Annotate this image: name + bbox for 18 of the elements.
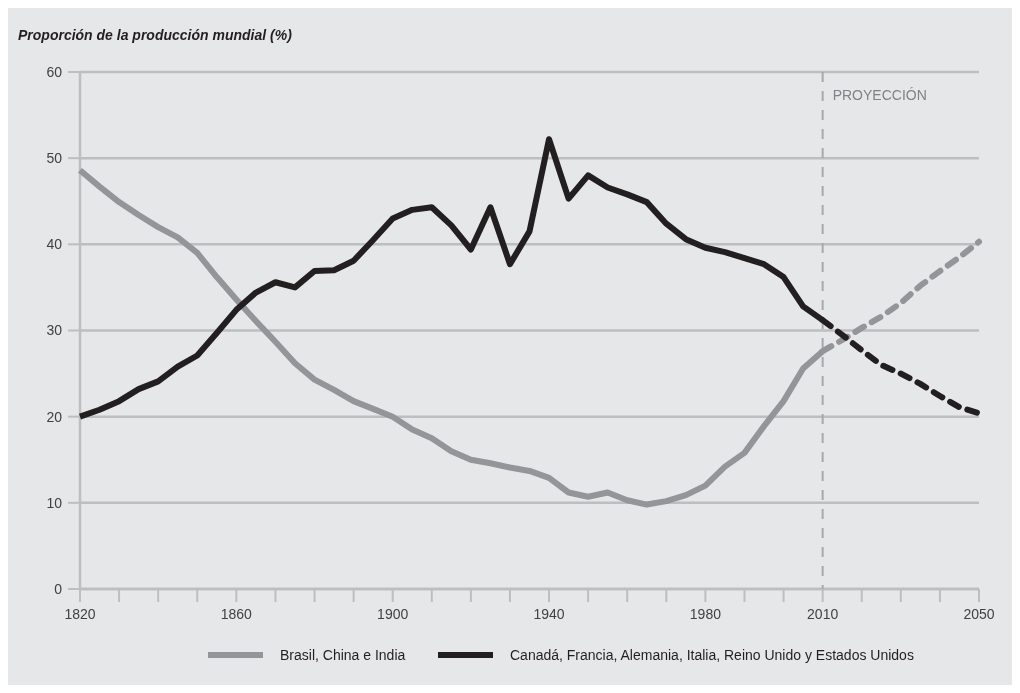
y-tick-label: 0 bbox=[54, 580, 63, 597]
y-tick-label: 20 bbox=[46, 408, 63, 425]
y-axis-title: Proporción de la producción mundial (%) bbox=[18, 27, 293, 43]
x-tick-label: 1820 bbox=[64, 606, 96, 622]
x-tick-label: 1860 bbox=[220, 606, 253, 622]
legend-label: Brasil, China e India bbox=[280, 646, 406, 663]
x-tick-label: 2010 bbox=[807, 606, 839, 622]
y-tick-label: 30 bbox=[46, 322, 63, 339]
x-tick-label: 1900 bbox=[377, 606, 409, 622]
y-tick-label: 60 bbox=[46, 63, 63, 80]
y-tick-label: 10 bbox=[46, 494, 63, 511]
ref-line-label: PROYECCIÓN bbox=[832, 87, 927, 103]
y-tick-label: 40 bbox=[46, 236, 63, 253]
y-tick-label: 50 bbox=[46, 150, 63, 167]
x-tick-label: 1980 bbox=[689, 606, 722, 622]
x-tick-label: 1940 bbox=[533, 606, 565, 622]
x-tick-label: 2050 bbox=[963, 606, 995, 622]
legend-label: Canadá, Francia, Alemania, Italia, Reino Unido y Estados Unidos bbox=[510, 646, 914, 663]
